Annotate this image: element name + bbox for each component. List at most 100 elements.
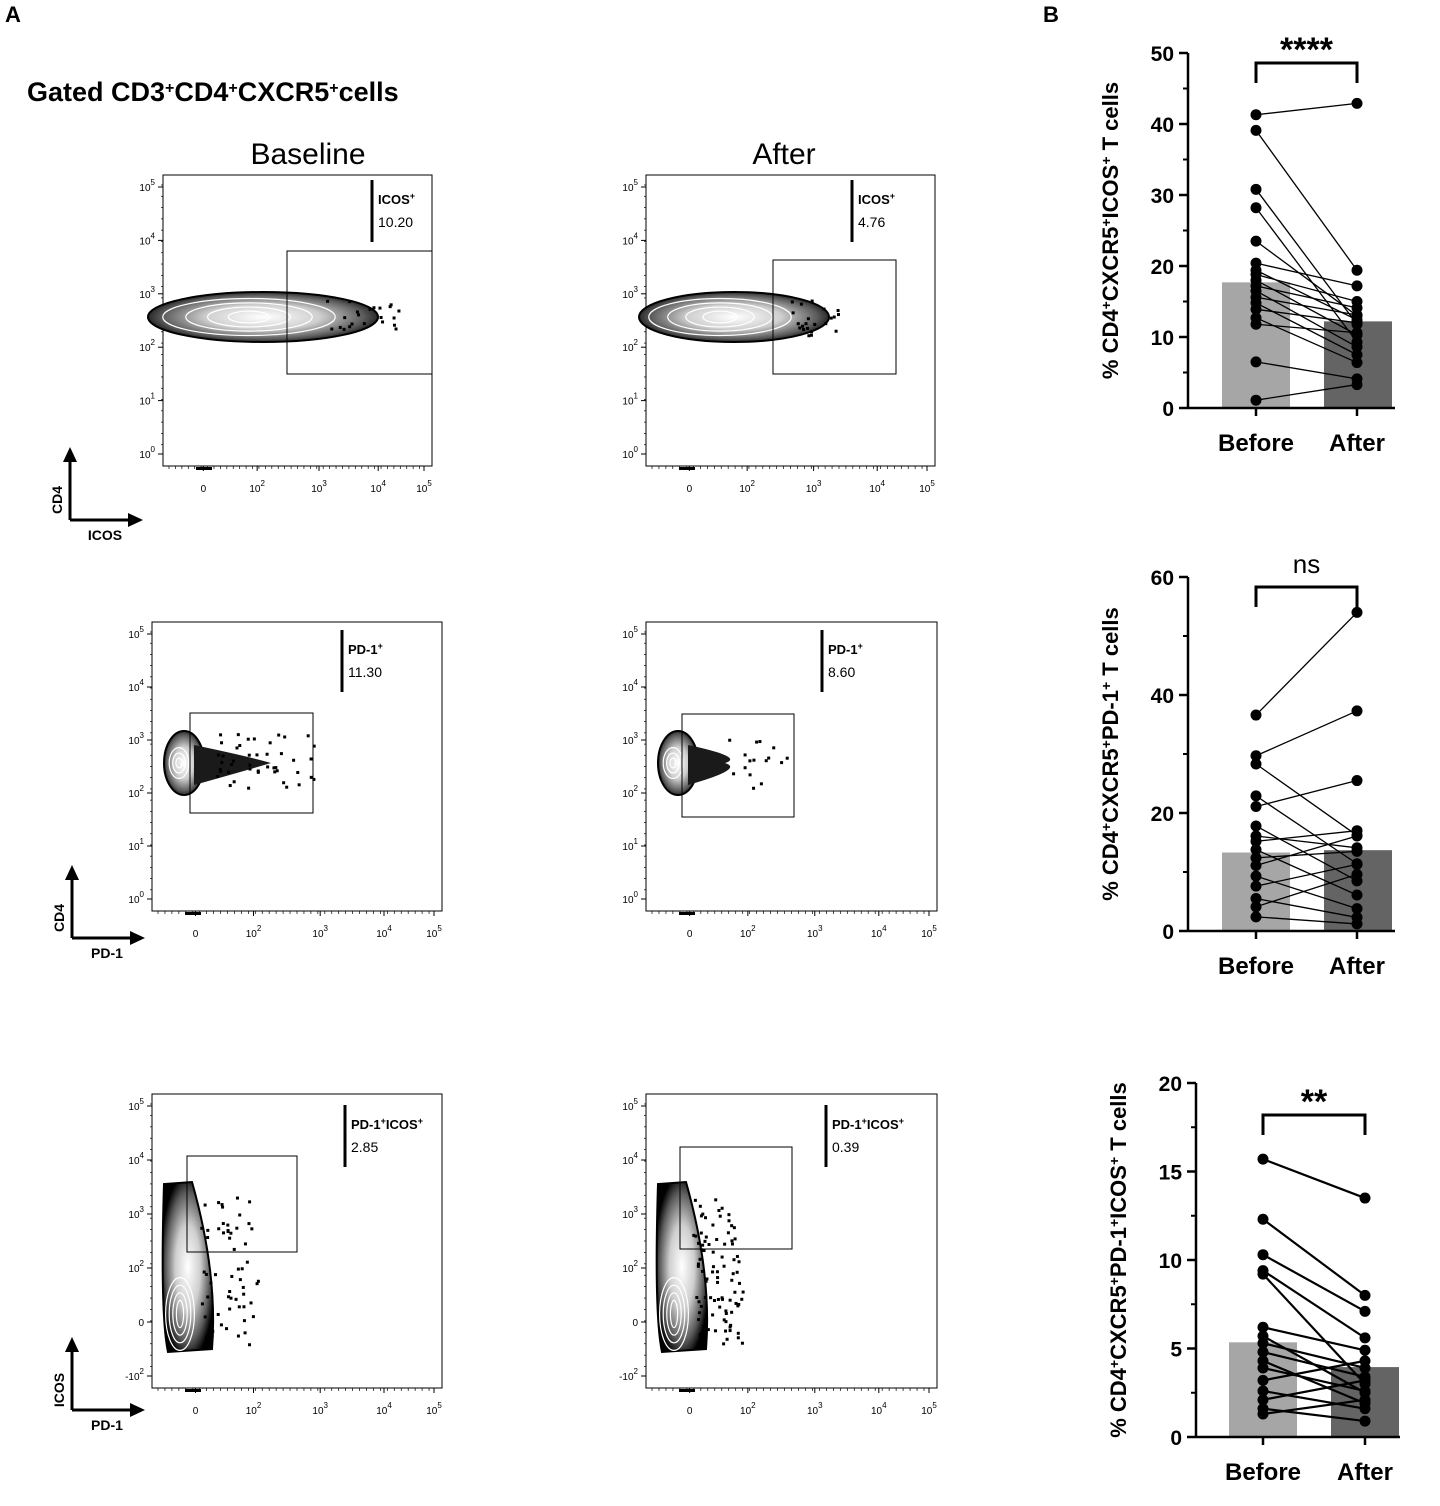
flow-x-tick-label: 0 bbox=[687, 929, 693, 940]
event-dot bbox=[806, 317, 810, 321]
density-contour-2 bbox=[168, 1284, 192, 1344]
event-dot bbox=[238, 744, 242, 748]
data-point-after bbox=[1351, 264, 1363, 276]
event-dot bbox=[694, 1234, 698, 1238]
flow-y-tick-base: 0 bbox=[632, 1318, 638, 1329]
y-axis-label: % CD4+CXCR5+PD-1+ T cells bbox=[1098, 607, 1123, 901]
data-point-before bbox=[1257, 1268, 1269, 1280]
event-dot bbox=[372, 306, 376, 310]
event-dot bbox=[235, 1196, 239, 1200]
significance-label: ns bbox=[1293, 549, 1320, 579]
significance-label: ** bbox=[1301, 1083, 1328, 1121]
data-point-after bbox=[1351, 317, 1363, 329]
axis-indicator-y-label: CD4 bbox=[49, 486, 65, 514]
axis-indicator-row-1: CD4 ICOS bbox=[49, 447, 143, 543]
flow-x-zero-cluster bbox=[679, 467, 695, 470]
flow-x-tick-base: 0 bbox=[201, 484, 207, 495]
data-point-before bbox=[1257, 1337, 1269, 1349]
paired-line bbox=[1255, 130, 1358, 271]
flow-y-tick-base: 10 bbox=[139, 290, 151, 301]
flow-y-tick-exp: 5 bbox=[634, 1097, 639, 1106]
data-point-after bbox=[1351, 845, 1363, 857]
gate-label: ICOS+ bbox=[858, 191, 895, 207]
flow-y-tick-exp: 3 bbox=[634, 1205, 639, 1214]
flow-x-tick-exp: 2 bbox=[257, 1401, 262, 1410]
data-point-after bbox=[1351, 327, 1363, 339]
paired-line bbox=[1255, 825, 1358, 882]
flow-y-tick-base: 10 bbox=[128, 630, 140, 641]
data-point-after bbox=[1351, 349, 1363, 361]
paired-line bbox=[1255, 383, 1358, 401]
gate-label-marker: PD-1 bbox=[828, 642, 858, 657]
flow-x-tick-base: 10 bbox=[869, 484, 881, 495]
density-contour-outer bbox=[638, 291, 830, 343]
event-dot bbox=[216, 753, 220, 757]
flow-y-tick-base: 10 bbox=[622, 236, 634, 247]
event-dot bbox=[701, 1212, 705, 1216]
event-dot bbox=[240, 1267, 244, 1271]
flow-x-tick-label: 0 bbox=[201, 484, 207, 495]
event-dot bbox=[228, 1307, 232, 1311]
density-contour-4 bbox=[702, 310, 738, 324]
event-dot bbox=[738, 1281, 742, 1285]
event-dot bbox=[701, 1269, 705, 1273]
flow-x-tick-label: 102 bbox=[739, 479, 755, 495]
flow-x-tick-label: 102 bbox=[246, 1401, 262, 1417]
y-tick-label: 20 bbox=[1151, 803, 1174, 826]
flow-y-tick-label: 101 bbox=[622, 837, 638, 853]
y-axis-label-sup: + bbox=[1098, 301, 1114, 309]
gate-percentage: 10.20 bbox=[378, 214, 413, 230]
flow-x-tick-exp: 3 bbox=[324, 924, 329, 933]
y-axis-label-segment: T cells bbox=[1098, 607, 1123, 682]
flow-x-zero-cluster bbox=[196, 467, 212, 470]
flow-y-tick-base: 10 bbox=[622, 1264, 634, 1275]
flow-y-tick-base: 10 bbox=[622, 397, 634, 408]
event-dot bbox=[703, 1239, 707, 1243]
flow-y-tick-base: 10 bbox=[622, 343, 634, 354]
event-dot bbox=[255, 753, 259, 757]
event-dot bbox=[764, 759, 768, 763]
column-title-baseline: Baseline bbox=[250, 138, 365, 171]
cell-population bbox=[147, 291, 401, 343]
flow-x-tick-label: 0 bbox=[687, 1406, 693, 1417]
flow-x-tick-label: 103 bbox=[311, 479, 327, 495]
event-dot bbox=[272, 766, 276, 770]
event-dot bbox=[711, 1223, 715, 1227]
header-marker-3: CXCR5 bbox=[238, 77, 330, 107]
event-dot bbox=[720, 1206, 724, 1210]
gate-region bbox=[189, 712, 314, 814]
flow-y-tick-base: 10 bbox=[622, 630, 634, 641]
data-point-before bbox=[1250, 790, 1262, 802]
flow-y-tick-base: 10 bbox=[139, 343, 151, 354]
flow-y-tick-exp: 2 bbox=[151, 338, 156, 347]
event-dot bbox=[236, 733, 240, 737]
flow-y-tick-base: 10 bbox=[622, 842, 634, 853]
event-dot bbox=[736, 1336, 740, 1340]
y-axis-label-sup: + bbox=[1106, 1219, 1122, 1227]
flow-y-tick-exp: 5 bbox=[634, 178, 639, 187]
gate-label-sup: + bbox=[410, 191, 415, 201]
data-point-after bbox=[1359, 1385, 1371, 1397]
data-point-after bbox=[1359, 1332, 1371, 1344]
event-dot bbox=[248, 767, 252, 771]
density-contour-1 bbox=[662, 746, 684, 779]
axis-indicator-row-3: ICOS PD-1 bbox=[51, 1337, 145, 1433]
flow-x-tick-label: 105 bbox=[426, 924, 442, 940]
event-dot bbox=[231, 759, 235, 763]
y-axis-label-segment: CXCR5 bbox=[1098, 227, 1123, 302]
flow-y-tick-exp: 1 bbox=[151, 392, 156, 401]
event-dot bbox=[725, 1337, 729, 1341]
column-title-after: After bbox=[752, 138, 815, 171]
y-tick-label: 10 bbox=[1151, 327, 1174, 350]
gate-region bbox=[286, 250, 433, 375]
flow-y-tick-base: 10 bbox=[128, 842, 140, 853]
paired-line bbox=[1262, 1158, 1366, 1200]
axis-indicator-y-label: ICOS bbox=[51, 1373, 67, 1407]
data-point-before bbox=[1250, 801, 1262, 813]
data-point-before bbox=[1250, 709, 1262, 721]
event-dot bbox=[221, 754, 225, 758]
